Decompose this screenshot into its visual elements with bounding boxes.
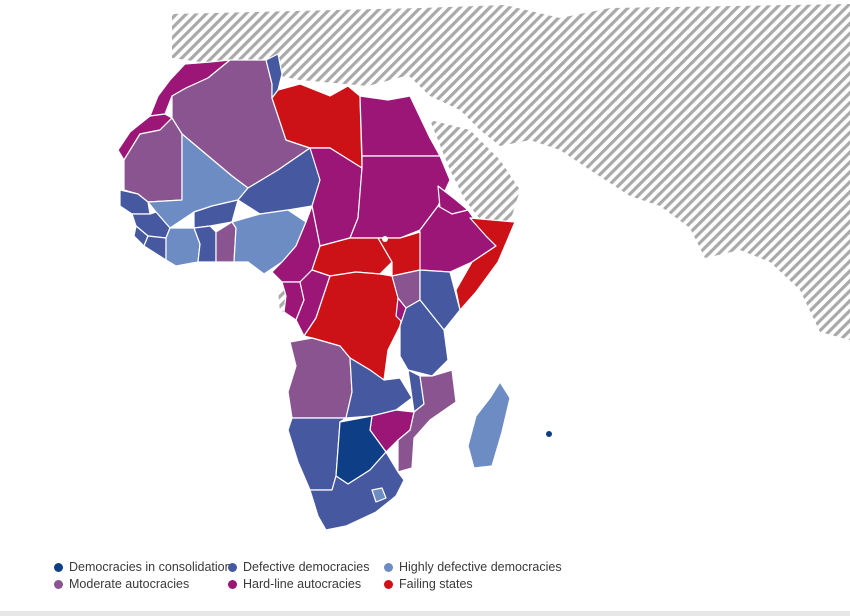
legend-label: Hard-line autocracies — [243, 577, 362, 591]
legend-label: Highly defective democracies — [399, 560, 562, 574]
other-land-hatched — [118, 4, 850, 340]
legend-label: Democracies in consolidation — [69, 560, 232, 574]
country-togo-benin — [215, 221, 237, 263]
legend-item-democracies-in-consolidation: Democracies in consolidation — [54, 560, 232, 574]
legend-item-moderate-autocracies: Moderate autocracies — [54, 577, 228, 591]
legend-label: Defective democracies — [243, 560, 370, 574]
country-liberia — [143, 235, 167, 261]
legend-dot-icon — [228, 562, 237, 572]
legend-item-defective-democracies: Defective democracies — [228, 560, 384, 574]
country-angola — [287, 337, 353, 419]
legend-dot-icon — [384, 579, 393, 589]
country-egypt — [359, 95, 441, 157]
europe-land — [172, 4, 850, 86]
country-south-africa — [309, 451, 405, 531]
country-kenya — [419, 269, 461, 331]
country-mauritius — [546, 431, 552, 437]
legend-item-failing-states: Failing states — [384, 577, 614, 591]
country-lesotho-swaziland — [371, 487, 387, 503]
legend-dot-icon — [54, 579, 63, 589]
map-legend: Democracies in consolidation Defective d… — [54, 560, 614, 591]
country-ivory-coast — [165, 227, 201, 267]
legend-label: Moderate autocracies — [69, 577, 190, 591]
country-somalia — [455, 217, 516, 311]
middle-east-land — [405, 60, 850, 340]
legend-label: Failing states — [399, 577, 473, 591]
country-madagascar — [467, 381, 511, 469]
legend-dot-icon — [54, 562, 63, 572]
legend-item-highly-defective-democracies: Highly defective democracies — [384, 560, 614, 574]
country-zambia — [345, 357, 413, 419]
legend-dot-icon — [228, 579, 237, 589]
arabian-peninsula-land — [430, 120, 520, 232]
legend-dot-icon — [384, 562, 393, 572]
countries — [117, 53, 552, 531]
country-tunisia-island-dot — [382, 236, 388, 242]
legend-item-hardline-autocracies: Hard-line autocracies — [228, 577, 384, 591]
bottom-divider — [0, 611, 850, 616]
